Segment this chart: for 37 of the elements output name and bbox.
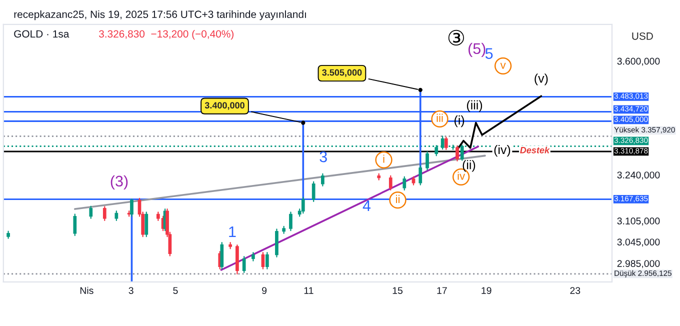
x-tick-label: 9 <box>262 287 267 294</box>
annotation: 4 <box>362 200 371 211</box>
annotation: v <box>500 62 506 69</box>
x-tick-label: 11 <box>304 287 314 294</box>
annotation: i <box>383 154 384 163</box>
y-tick-label: 3.105,000 <box>617 218 660 226</box>
annotation: (iii) <box>466 100 482 112</box>
annotation: (iv) <box>494 144 510 157</box>
x-tick-label: 15 <box>392 287 403 294</box>
annotation: 3.505,000 <box>322 69 362 77</box>
annotation: (5) <box>468 42 486 58</box>
annotation: Destek <box>520 146 550 154</box>
y-tick-label: 2.985,000 <box>617 260 660 268</box>
annotation: (ii) <box>462 160 476 172</box>
x-tick-label: Nis <box>80 286 94 294</box>
chart-subtitle: 3.326,830 −13,200 (−0,40%) <box>98 30 234 40</box>
y-tick-label: 3.045,000 <box>617 238 660 247</box>
x-tick-label: 5 <box>173 287 178 294</box>
annotation: 1 <box>229 226 236 238</box>
annotation: ③ <box>448 30 464 46</box>
annotation: 3.400,000 <box>204 102 244 110</box>
x-tick-label: 17 <box>437 287 447 294</box>
y-tick-label: 3.240,000 <box>617 172 660 180</box>
chart-title: GOLD · 1sa <box>14 30 70 38</box>
x-tick-label: 23 <box>570 287 580 294</box>
text: recepkazanc25, Nis 19, 2025 17:56 UTC+3 tarihinde yayınlandı <box>14 10 306 20</box>
annotation: iii <box>436 114 443 122</box>
annotation: 3 <box>320 151 327 162</box>
x-tick-label: 19 <box>482 287 492 294</box>
y-tick-label: 3.600,000 <box>617 58 660 66</box>
annotation: 5 <box>485 48 493 59</box>
annotation: (v) <box>534 74 548 86</box>
annotation: (3) <box>110 175 128 190</box>
y-axis-title: USD <box>632 32 653 40</box>
annotation: iv <box>458 172 466 180</box>
annotation: ii <box>396 194 400 203</box>
x-tick-label: 3 <box>128 287 134 294</box>
